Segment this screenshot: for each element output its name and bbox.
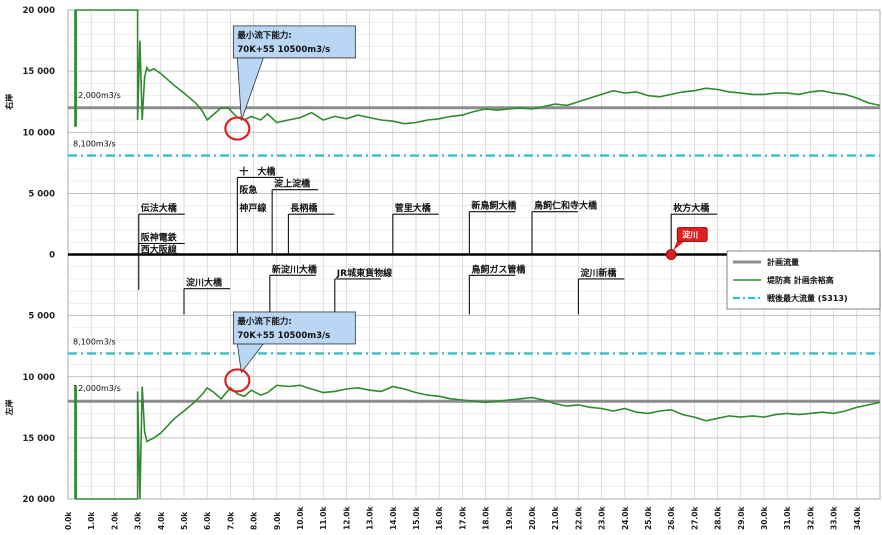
- callouts: 最小流下能力: 70K+55 10500m3/s 最小流下能力: 70K+55 105…: [224, 25, 356, 393]
- x-tick-label: 19.0k: [505, 505, 514, 530]
- x-tick-label: 6.0k: [203, 511, 212, 530]
- callout-box: [232, 25, 356, 59]
- x-tick-label: 22.0k: [574, 505, 583, 530]
- x-tick-label: 0.0k: [64, 511, 73, 530]
- reference-line-label: 12,000m3/s: [73, 384, 121, 393]
- axes: 20 000 15 000 10 000 5 000 0 5 000 10 000 15 00…: [4, 6, 862, 530]
- marker-dot: [665, 249, 677, 260]
- x-tick-label: 3.0k: [134, 511, 143, 530]
- x-tick-label: 4.0k: [157, 511, 166, 530]
- bridge-label: 新鳥飼大橋: [471, 200, 517, 212]
- x-tick-label: 14.0k: [389, 505, 398, 530]
- x-tick-label: 5.0k: [180, 511, 189, 530]
- bridge-label: 菅里大橋: [395, 202, 432, 214]
- x-tick-label: 15.0k: [412, 505, 421, 530]
- series-lines: [74, 9, 881, 500]
- bridge-label: 阪神電鉄: [141, 231, 178, 243]
- bridge-label: 十 大橋: [239, 165, 276, 177]
- reference-line-label: 12,000m3/s: [73, 91, 121, 100]
- bridge-label: 伝法大橋: [141, 202, 178, 214]
- callout-circle: [224, 116, 251, 141]
- x-tick-label: 1.0k: [87, 511, 96, 530]
- x-tick-label: 20.0k: [528, 505, 537, 530]
- reference-line-label: 8,100m3/s: [73, 139, 116, 148]
- y-tick-label: 5 000: [28, 312, 55, 322]
- bridge-label: 淀上淀橋: [274, 178, 311, 190]
- y-tick-label: 20 000: [22, 495, 55, 505]
- bridge-label: JR城東貨物線: [336, 267, 392, 279]
- legend-label: 計画流量: [767, 257, 799, 267]
- y-tick-label: 10 000: [22, 373, 55, 383]
- bridge-label: 枚方大橋: [673, 202, 710, 214]
- bridge-label: 淀川新橋: [580, 267, 617, 279]
- legend-label: 戦後最大流量 (S313): [767, 293, 848, 303]
- x-tick-label: 28.0k: [714, 505, 723, 530]
- marker-badge: [676, 227, 708, 242]
- x-tick-label: 11.0k: [319, 505, 328, 530]
- reference-line-label: 8,100m3/s: [73, 338, 116, 347]
- x-tick-label: 16.0k: [435, 505, 444, 530]
- x-tick-label: 21.0k: [551, 505, 560, 530]
- bridge-label: 神戸線: [239, 202, 266, 214]
- x-tick-label: 33.0k: [830, 505, 839, 530]
- bridge-label: 長柄橋: [290, 202, 318, 214]
- legend-label: 堤防高 計画余裕高: [767, 275, 834, 285]
- x-tick-label: 13.0k: [366, 505, 375, 530]
- marker: 淀川: [665, 227, 708, 260]
- x-tick-label: 12.0k: [342, 505, 351, 530]
- x-tick-label: 17.0k: [458, 505, 467, 530]
- callout-box: [232, 311, 356, 345]
- y-tick-label: 15 000: [22, 67, 55, 77]
- x-tick-label: 9.0k: [273, 511, 282, 530]
- x-tick-label: 29.0k: [737, 505, 746, 530]
- series-line-lower: [74, 384, 881, 500]
- x-tick-label: 7.0k: [226, 511, 235, 530]
- x-tick-label: 23.0k: [598, 505, 607, 530]
- bank-label-upper: 右岸: [4, 94, 14, 111]
- y-tick-label: 0: [49, 251, 55, 261]
- x-tick-label: 30.0k: [760, 505, 769, 530]
- x-tick-label: 8.0k: [250, 511, 259, 530]
- callout-line2: 70K+55 10500m3/s: [237, 45, 330, 55]
- y-tick-label: 10 000: [22, 128, 55, 138]
- series-line-upper: [74, 9, 881, 127]
- callout-circle: [224, 368, 251, 393]
- x-tick-label: 27.0k: [690, 505, 699, 530]
- callout-line1: 最小流下能力:: [237, 30, 291, 41]
- bridge-label: 新淀川大橋: [272, 263, 318, 275]
- y-tick-label: 20 000: [22, 6, 55, 16]
- bridge-label: 阪急: [239, 184, 257, 196]
- x-tick-label: 24.0k: [621, 505, 630, 530]
- x-tick-label: 31.0k: [783, 505, 792, 530]
- bridge-label: 淀川大橋: [186, 277, 223, 289]
- callout-line1: 最小流下能力:: [237, 316, 291, 327]
- bank-label-lower: 左岸: [4, 399, 14, 416]
- x-tick-label: 2.0k: [110, 511, 119, 530]
- y-tick-label: 5 000: [28, 189, 55, 199]
- bridge-label: 鳥飼仁和寺大橋: [534, 200, 598, 212]
- x-tick-label: 18.0k: [482, 505, 491, 530]
- x-tick-label: 10.0k: [296, 505, 305, 530]
- x-tick-label: 25.0k: [644, 505, 653, 530]
- bridge-label: 西大阪線: [141, 244, 177, 256]
- bridge-label: 鳥飼ガス管橋: [471, 263, 526, 275]
- x-tick-label: 34.0k: [853, 505, 862, 530]
- y-tick-label: 15 000: [22, 434, 55, 444]
- x-tick-label: 26.0k: [667, 505, 676, 530]
- callout-line2: 70K+55 10500m3/s: [237, 331, 330, 341]
- marker-pointer: [673, 240, 686, 251]
- marker-label: 淀川: [682, 230, 698, 240]
- x-tick-label: 32.0k: [806, 505, 815, 530]
